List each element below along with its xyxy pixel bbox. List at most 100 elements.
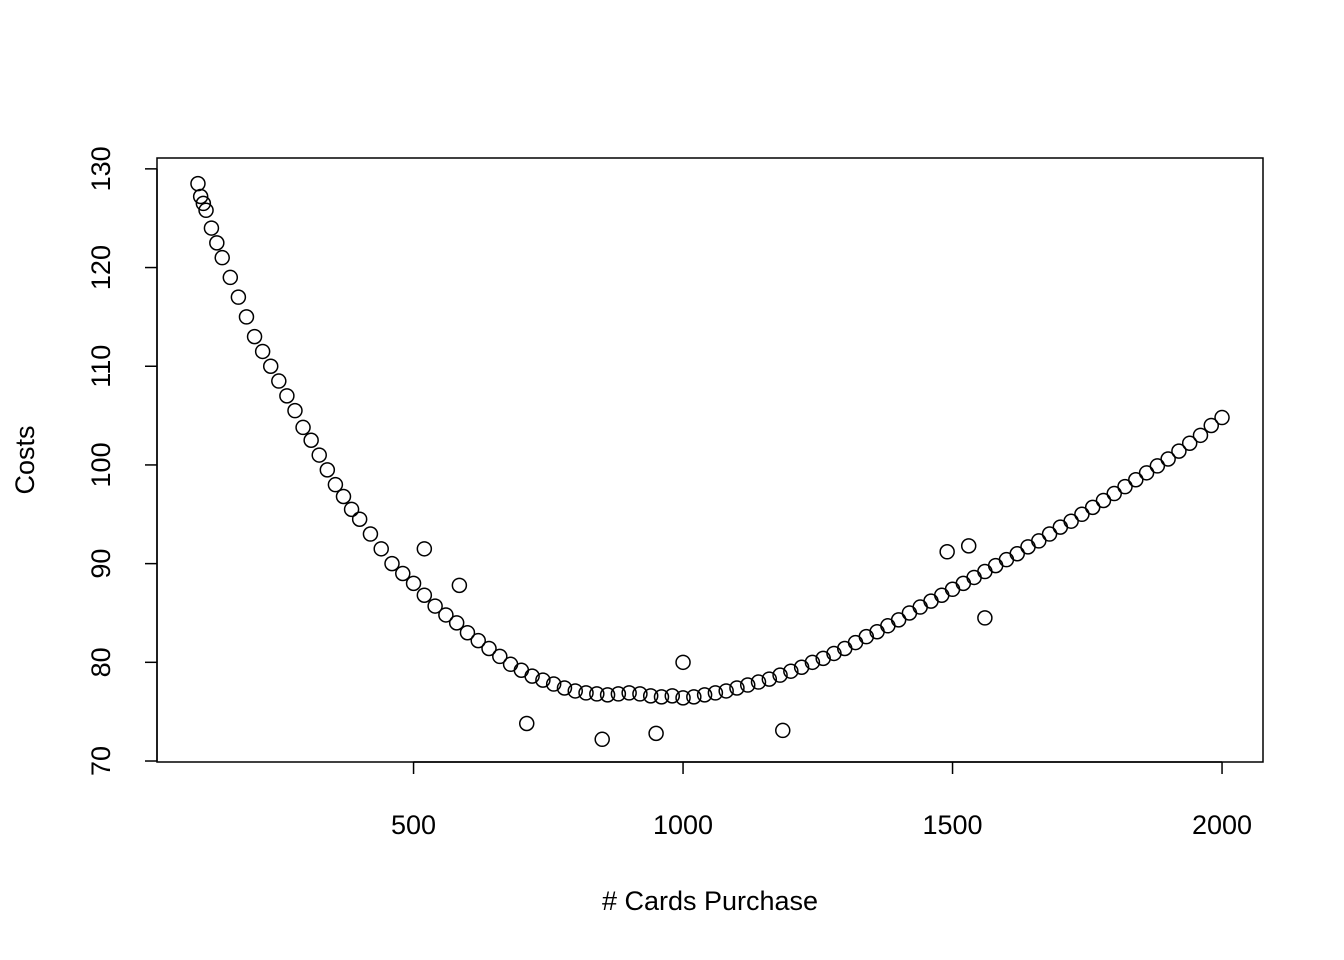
point — [729, 680, 745, 696]
point — [222, 269, 239, 286]
point — [295, 419, 311, 436]
point — [1203, 417, 1220, 434]
point — [362, 526, 379, 542]
point — [190, 175, 206, 192]
point — [944, 581, 961, 598]
point — [230, 289, 247, 305]
point — [966, 569, 982, 586]
point — [319, 462, 336, 478]
point — [826, 645, 842, 662]
x-tick-label: 1500 — [923, 810, 983, 840]
point — [481, 640, 497, 657]
point — [405, 575, 422, 592]
point — [642, 688, 659, 704]
point — [890, 612, 907, 628]
point — [977, 610, 993, 626]
point — [556, 680, 573, 696]
point — [960, 538, 977, 554]
point — [880, 618, 896, 634]
point — [1106, 485, 1122, 502]
point — [772, 667, 788, 683]
point — [707, 685, 724, 701]
point — [470, 632, 486, 649]
point — [578, 685, 594, 701]
plot-box — [156, 157, 1264, 763]
x-tick-label: 2000 — [1192, 810, 1252, 840]
point — [438, 607, 454, 623]
point — [686, 689, 702, 705]
point — [632, 686, 648, 702]
point — [524, 668, 540, 684]
point — [567, 683, 584, 699]
point — [750, 674, 767, 690]
point — [262, 358, 279, 374]
point — [459, 624, 476, 641]
point — [934, 587, 950, 603]
point — [610, 686, 627, 702]
point — [238, 309, 255, 325]
point — [451, 577, 468, 594]
point — [664, 688, 681, 704]
point — [599, 687, 616, 703]
point — [804, 654, 821, 671]
point — [214, 249, 230, 266]
point — [427, 598, 443, 614]
point — [761, 671, 778, 687]
point — [535, 672, 551, 688]
point — [939, 544, 955, 560]
point — [847, 634, 864, 651]
x-tick-label: 500 — [391, 810, 436, 840]
point — [416, 587, 433, 603]
point — [327, 476, 344, 493]
point — [718, 683, 734, 699]
y-tick-label: 120 — [86, 245, 116, 290]
point — [912, 599, 928, 615]
point — [192, 188, 209, 205]
point — [1084, 499, 1101, 516]
y-tick-label: 100 — [86, 442, 116, 487]
point — [923, 593, 939, 609]
point — [901, 605, 918, 621]
point — [198, 202, 214, 219]
point — [998, 551, 1015, 568]
point — [311, 447, 327, 463]
point — [384, 555, 400, 572]
point — [287, 402, 303, 419]
point — [1128, 471, 1144, 488]
point — [1181, 435, 1198, 451]
point — [987, 557, 1004, 574]
y-tick-label: 70 — [86, 746, 116, 776]
y-axis-label: Costs — [10, 425, 40, 494]
point — [395, 565, 411, 582]
point — [1009, 546, 1025, 562]
point — [739, 677, 756, 693]
point — [955, 575, 972, 592]
point — [775, 722, 791, 739]
x-tick-label: 1000 — [653, 810, 713, 840]
point — [1052, 519, 1069, 535]
point — [815, 650, 831, 667]
point — [203, 220, 220, 236]
y-tick-label: 110 — [86, 345, 116, 388]
point — [335, 488, 352, 505]
point — [1063, 513, 1079, 529]
point — [492, 648, 508, 665]
point — [416, 541, 433, 557]
point — [589, 686, 605, 702]
point — [373, 541, 389, 557]
y-tick-label: 130 — [86, 146, 116, 191]
point — [621, 685, 637, 701]
point — [351, 511, 368, 527]
point — [545, 676, 562, 692]
point — [502, 656, 519, 673]
point — [1171, 443, 1187, 459]
point — [793, 659, 810, 676]
point — [343, 501, 360, 518]
point — [675, 690, 691, 706]
point — [653, 689, 670, 705]
point — [209, 235, 225, 251]
point — [1074, 506, 1090, 523]
y-tick-label: 80 — [86, 647, 116, 677]
point — [594, 731, 610, 748]
